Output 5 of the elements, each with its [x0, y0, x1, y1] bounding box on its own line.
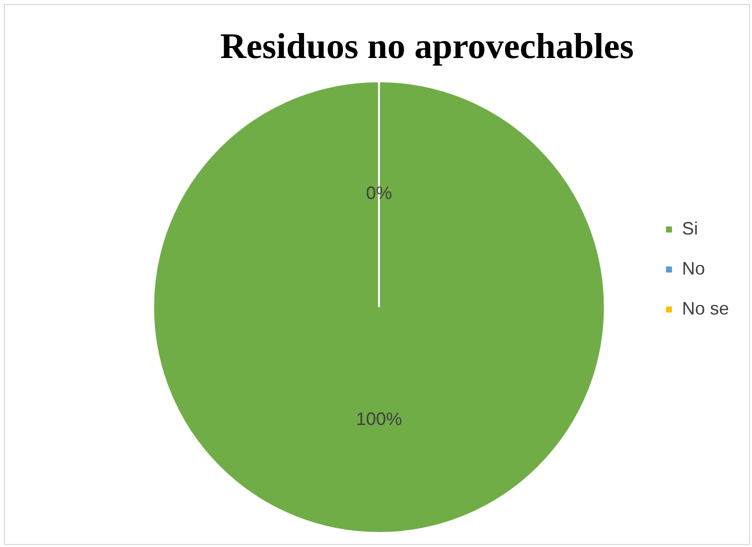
chart-title: Residuos no aprovechables: [220, 26, 634, 66]
legend-label: No: [682, 258, 705, 278]
legend-label: Si: [682, 218, 698, 238]
data-label: 100%: [356, 409, 402, 430]
legend-label: No se: [682, 298, 730, 318]
